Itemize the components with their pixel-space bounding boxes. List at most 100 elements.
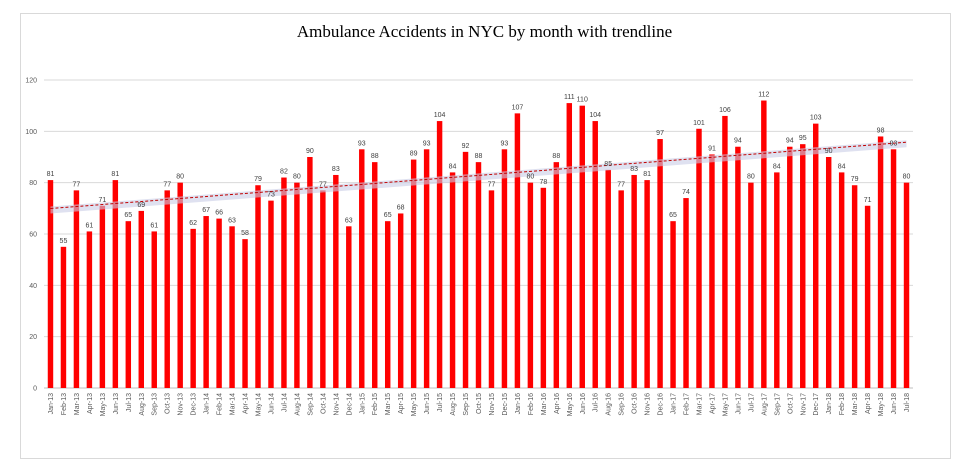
bar bbox=[514, 113, 521, 388]
data-label: 65 bbox=[669, 212, 677, 219]
x-tick-label: Oct-15 bbox=[476, 393, 483, 414]
bar bbox=[216, 218, 222, 388]
bar bbox=[73, 190, 80, 388]
data-label: 84 bbox=[773, 163, 781, 170]
bar bbox=[229, 226, 235, 388]
y-tick-label: 80 bbox=[29, 180, 37, 187]
data-label: 80 bbox=[747, 174, 755, 181]
bar bbox=[813, 123, 819, 388]
data-label: 71 bbox=[864, 197, 872, 204]
bar bbox=[566, 103, 573, 388]
data-label: 81 bbox=[47, 171, 55, 178]
bar bbox=[423, 149, 430, 388]
bar bbox=[99, 205, 106, 388]
data-label: 77 bbox=[319, 181, 327, 188]
x-tick-label: Feb-17 bbox=[684, 393, 691, 415]
x-tick-label: Jan-18 bbox=[826, 393, 833, 415]
data-label: 71 bbox=[98, 197, 106, 204]
data-label: 90 bbox=[825, 148, 833, 155]
bar bbox=[501, 149, 508, 388]
x-tick-label: Dec-14 bbox=[346, 393, 353, 416]
y-tick-label: 20 bbox=[29, 334, 37, 341]
data-label: 95 bbox=[799, 135, 807, 142]
bar bbox=[618, 190, 624, 388]
data-label: 81 bbox=[111, 171, 119, 178]
data-label: 74 bbox=[682, 189, 690, 196]
bar bbox=[579, 105, 585, 389]
x-tick-label: Apr-18 bbox=[865, 393, 872, 414]
data-label: 80 bbox=[526, 174, 534, 181]
chart-frame bbox=[20, 13, 951, 459]
bar bbox=[838, 172, 845, 388]
x-tick-label: Jun-15 bbox=[424, 393, 431, 415]
bar bbox=[281, 177, 287, 388]
x-tick-label: Nov-16 bbox=[645, 393, 652, 416]
bar bbox=[190, 228, 196, 388]
bar bbox=[151, 231, 157, 388]
data-label: 67 bbox=[202, 207, 210, 214]
bar bbox=[903, 182, 910, 388]
bar bbox=[722, 115, 728, 388]
data-label: 106 bbox=[719, 107, 731, 114]
bar bbox=[294, 182, 300, 388]
data-label: 80 bbox=[176, 174, 184, 181]
x-tick-label: Jan-17 bbox=[671, 393, 678, 415]
x-tick-label: May-15 bbox=[411, 393, 418, 416]
data-label: 112 bbox=[758, 92, 769, 99]
data-label: 58 bbox=[241, 230, 249, 237]
data-label: 69 bbox=[137, 202, 145, 209]
bar bbox=[384, 221, 391, 388]
x-tick-label: Jun-17 bbox=[735, 393, 742, 415]
data-label: 55 bbox=[60, 238, 68, 245]
data-label: 73 bbox=[267, 192, 275, 199]
x-tick-label: Mar-13 bbox=[74, 393, 81, 415]
x-tick-label: May-14 bbox=[256, 393, 263, 416]
bar bbox=[346, 226, 352, 388]
bar bbox=[397, 213, 404, 388]
data-label: 77 bbox=[617, 181, 625, 188]
bar bbox=[255, 185, 261, 388]
bar bbox=[709, 154, 715, 388]
data-label: 93 bbox=[358, 140, 366, 147]
x-tick-label: Sep-13 bbox=[152, 393, 159, 416]
bar bbox=[877, 136, 884, 388]
data-label: 91 bbox=[708, 145, 716, 152]
bar bbox=[851, 185, 858, 388]
bar bbox=[631, 174, 637, 388]
bar bbox=[748, 182, 754, 388]
x-tick-label: Sep-16 bbox=[619, 393, 626, 416]
x-tick-label: Jul-17 bbox=[748, 393, 755, 412]
data-label: 77 bbox=[488, 181, 496, 188]
bar bbox=[436, 121, 443, 389]
x-tick-label: Oct-13 bbox=[165, 393, 172, 414]
data-label: 79 bbox=[851, 176, 859, 183]
data-label: 104 bbox=[589, 112, 601, 119]
x-tick-label: Jan-14 bbox=[204, 393, 211, 415]
x-tick-label: Jul-16 bbox=[593, 393, 600, 412]
x-tick-label: Jun-16 bbox=[580, 393, 587, 415]
bar bbox=[333, 174, 339, 388]
x-tick-label: Feb-14 bbox=[217, 393, 224, 415]
x-tick-label: Dec-16 bbox=[658, 393, 665, 416]
bar bbox=[761, 100, 767, 389]
y-tick-label: 60 bbox=[29, 232, 37, 239]
x-tick-label: Jun-14 bbox=[268, 393, 275, 415]
bar bbox=[164, 190, 170, 388]
data-label: 88 bbox=[475, 153, 483, 160]
bar bbox=[825, 157, 832, 388]
bar bbox=[47, 180, 54, 388]
data-label: 63 bbox=[228, 217, 236, 224]
x-tick-label: Dec-13 bbox=[191, 393, 198, 416]
x-tick-label: Apr-17 bbox=[709, 393, 716, 414]
x-tick-label: Apr-13 bbox=[87, 393, 94, 414]
bar bbox=[307, 157, 313, 388]
data-label: 62 bbox=[189, 220, 197, 227]
data-label: 61 bbox=[85, 222, 93, 229]
data-label: 97 bbox=[656, 130, 664, 137]
x-tick-label: Feb-16 bbox=[528, 393, 535, 415]
x-tick-label: Jul-18 bbox=[904, 393, 911, 412]
bar bbox=[657, 139, 663, 388]
bar bbox=[268, 200, 274, 388]
data-label: 110 bbox=[577, 97, 588, 104]
bar bbox=[890, 149, 897, 388]
